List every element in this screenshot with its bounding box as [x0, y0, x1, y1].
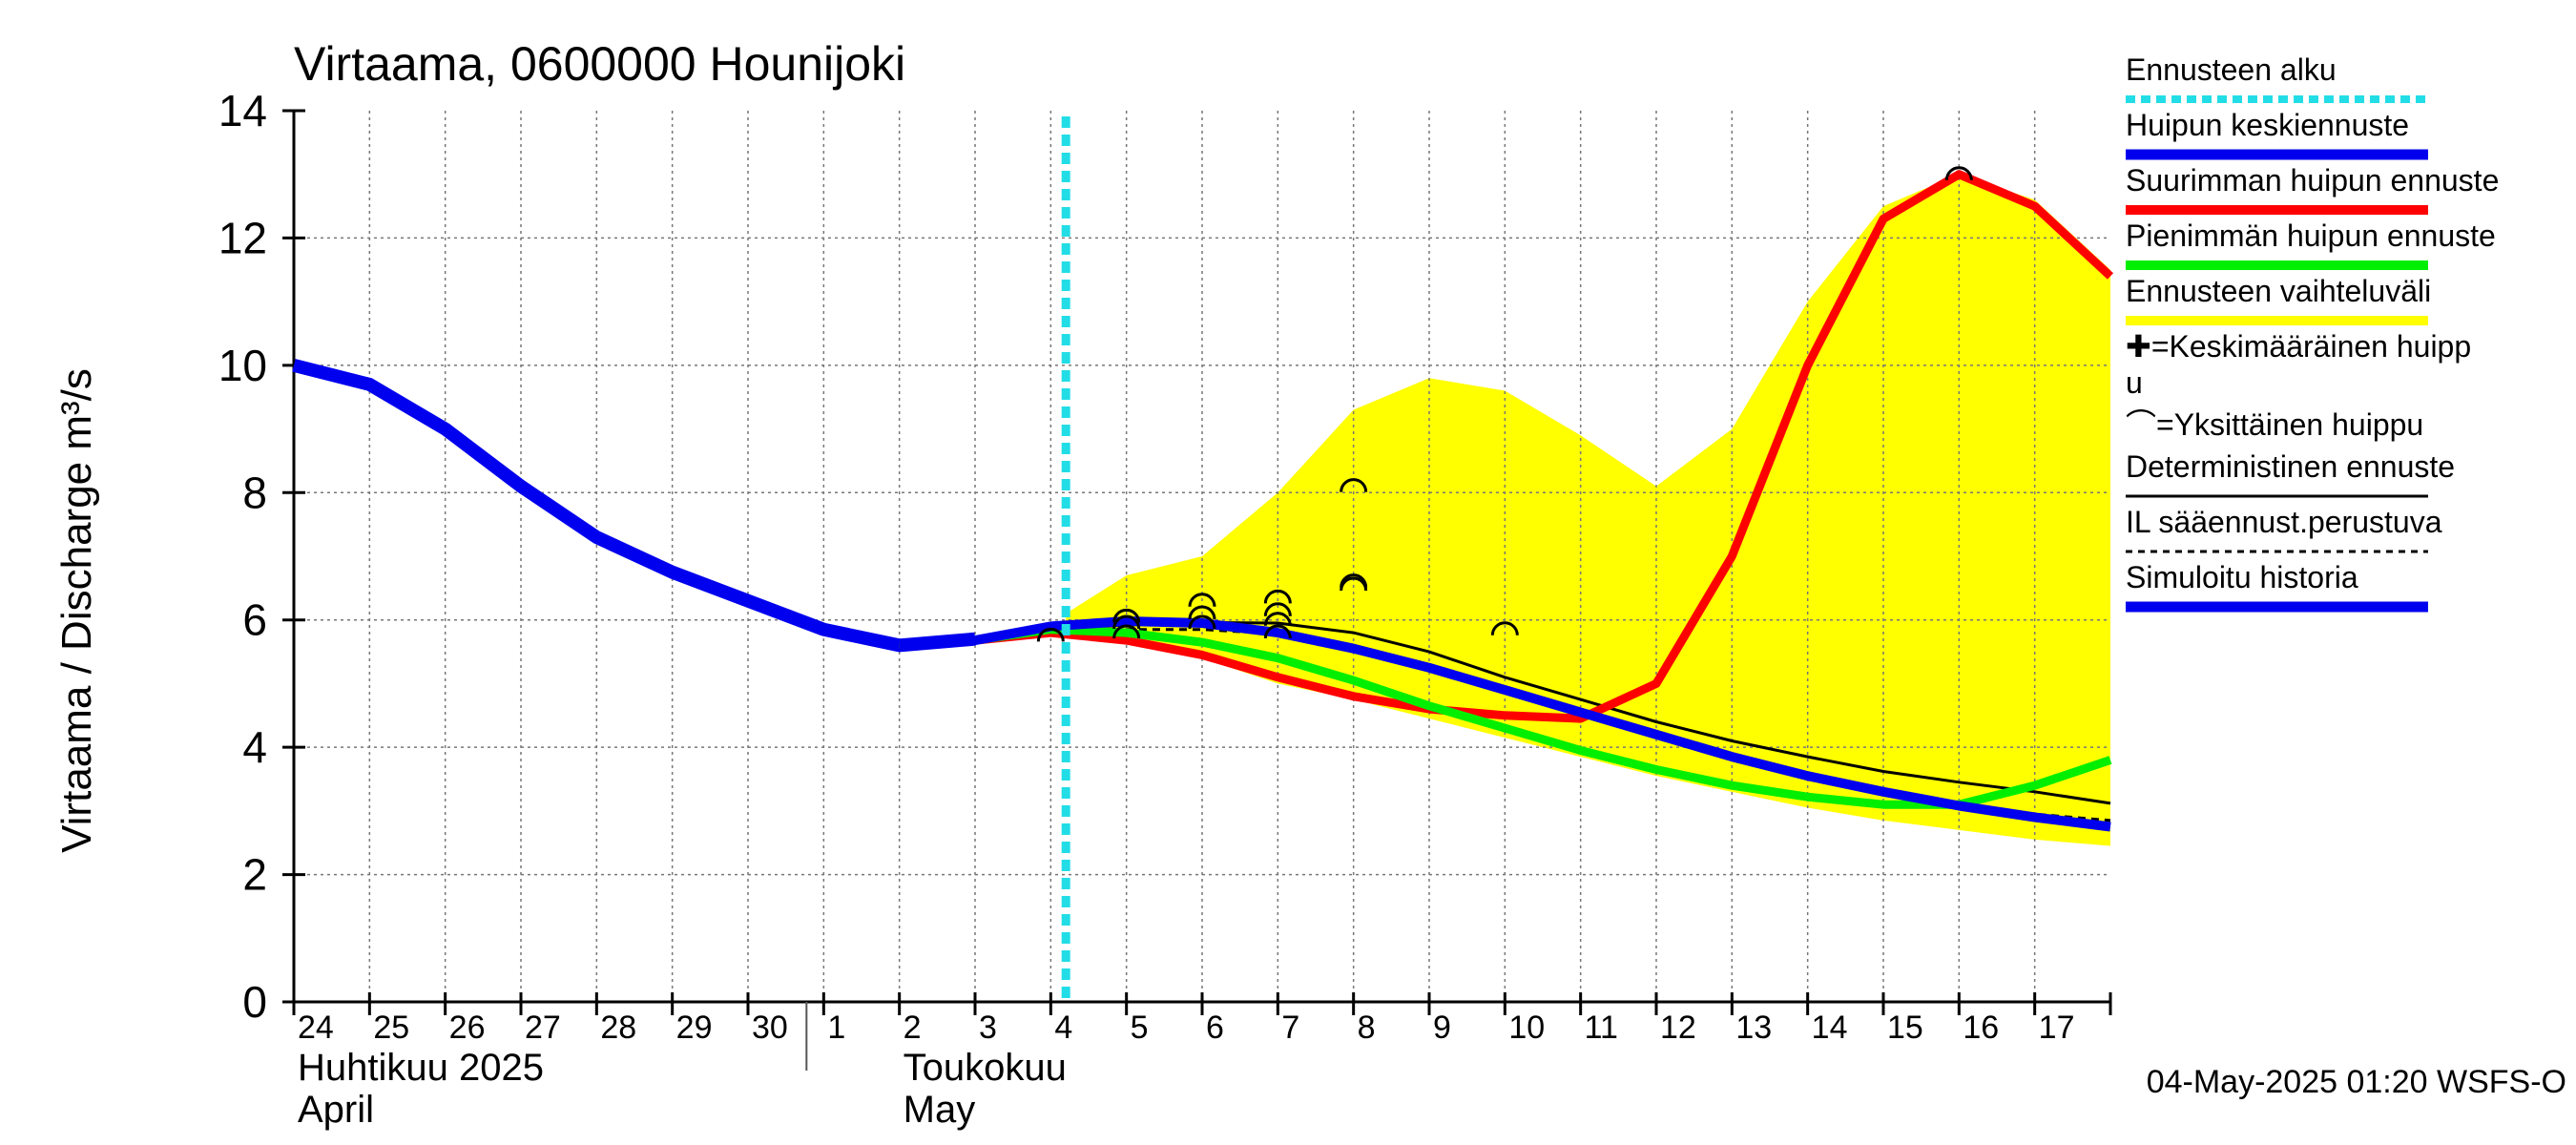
x-tick-label: 24 [298, 1010, 334, 1046]
single-peak-marker [1944, 166, 1973, 180]
y-tick-label: 4 [242, 722, 267, 772]
legend-label: ✚=Keskimääräinen huipp [2126, 329, 2471, 364]
x-tick-label: 4 [1054, 1010, 1072, 1046]
single-peak-marker [1036, 627, 1065, 642]
x-tick-label: 29 [676, 1010, 713, 1046]
single-peak-marker [1112, 624, 1141, 639]
month-label-fi: Toukokuu [904, 1047, 1067, 1089]
x-tick-label: 6 [1206, 1010, 1224, 1046]
single-peak-marker [1188, 614, 1216, 630]
x-tick-label: 28 [600, 1010, 636, 1046]
single-peak-marker [1112, 608, 1141, 623]
x-tick-label: 8 [1358, 1010, 1376, 1046]
x-tick-label: 7 [1281, 1010, 1299, 1046]
x-tick-label: 26 [449, 1010, 486, 1046]
y-tick-label: 10 [218, 341, 267, 390]
legend-label: u [2126, 365, 2143, 400]
x-tick-label: 12 [1660, 1010, 1696, 1046]
x-tick-label: 1 [827, 1010, 845, 1046]
single-peak-marker [1490, 621, 1519, 635]
month-label-fi: Huhtikuu 2025 [298, 1047, 544, 1089]
forecast-range-band [1066, 174, 2110, 846]
legend-label: Ennusteen alku [2126, 52, 2337, 87]
month-label-en: May [904, 1089, 976, 1131]
y-tick-label: 6 [242, 595, 267, 645]
x-tick-label: 14 [1812, 1010, 1848, 1046]
x-tick-label: 10 [1508, 1010, 1545, 1046]
month-label-en: April [298, 1089, 374, 1131]
legend-label: Suurimman huipun ennuste [2126, 163, 2499, 198]
timestamp-label: 04-May-2025 01:20 WSFS-O [2147, 1064, 2566, 1100]
y-tick-label: 12 [218, 213, 267, 262]
y-tick-label: 0 [242, 977, 267, 1027]
chart-title: Virtaama, 0600000 Hounijoki [294, 37, 905, 91]
x-tick-label: 17 [2039, 1010, 2075, 1046]
legend-label: IL sääennust.perustuva [2126, 505, 2442, 539]
single-peak-marker [1263, 624, 1292, 639]
y-tick-label: 8 [242, 468, 267, 517]
single-peak-marker [1188, 605, 1216, 620]
y-tick-label: 14 [218, 86, 267, 135]
single-peak-marker [1340, 573, 1368, 588]
series-simulated-history [292, 359, 976, 653]
legend-label: Huipun keskiennuste [2126, 108, 2409, 142]
x-tick-label: 13 [1735, 1010, 1772, 1046]
legend-label: Ennusteen vaihteluväli [2126, 274, 2431, 308]
series-min-peak [899, 625, 2112, 809]
legend: Ennusteen alku Huipun keskiennuste Suurimm… [2126, 52, 2499, 613]
single-peak-marker [1263, 602, 1292, 616]
x-tick-label: 5 [1131, 1010, 1149, 1046]
x-tick-label: 3 [979, 1010, 997, 1046]
y-axis-label: Virtaama / Discharge m³/s [53, 368, 100, 853]
y-tick-label: 2 [242, 850, 267, 900]
legend-label: Deterministinen ennuste [2126, 449, 2455, 484]
x-tick-label: 2 [904, 1010, 922, 1046]
series-max-peak [899, 170, 2114, 723]
x-tick-label: 30 [752, 1010, 788, 1046]
single-peak-marker [1263, 612, 1292, 626]
x-tick-label: 11 [1585, 1010, 1618, 1046]
x-tick-label: 25 [373, 1010, 409, 1046]
single-peak-marker [1188, 593, 1216, 607]
series-mean-peak [899, 616, 2111, 832]
single-peak-marker [1112, 614, 1141, 630]
legend-label: Simuloitu historia [2126, 560, 2358, 594]
legend-label: Pienimmän huipun ennuste [2126, 219, 2496, 253]
x-tick-label: 15 [1887, 1010, 1923, 1046]
single-peak-marker [1340, 478, 1368, 492]
x-tick-label: 27 [525, 1010, 561, 1046]
single-peak-marker [1263, 589, 1292, 604]
x-tick-label: 16 [1963, 1010, 1999, 1046]
legend-label: ⌒=Yksittäinen huippu [2126, 407, 2423, 442]
x-tick-label: 9 [1433, 1010, 1451, 1046]
